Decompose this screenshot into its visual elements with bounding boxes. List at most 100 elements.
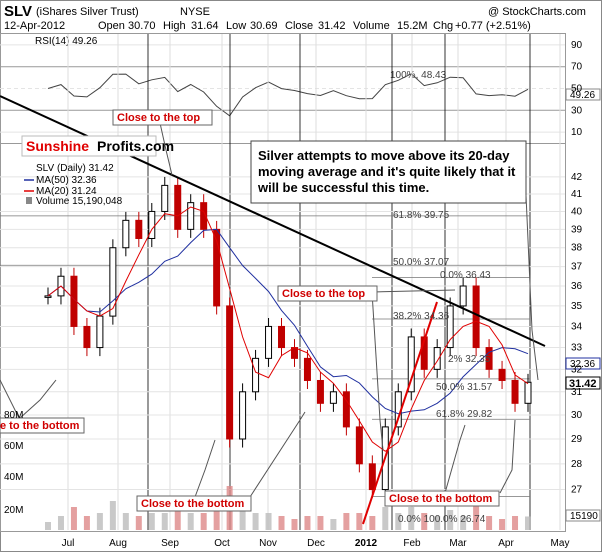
candle-body — [200, 202, 208, 230]
price-tick-label: 34 — [571, 321, 583, 332]
price-tick-label: 30 — [571, 410, 583, 421]
exchange-label: NYSE — [180, 6, 210, 18]
fib-label-382b: 38.2% 34.36 — [393, 311, 450, 322]
rsi-axis: 10 30 50 70 90 — [571, 40, 583, 138]
callout-br-pointer — [444, 424, 466, 494]
candle-body — [485, 347, 493, 370]
price-tick-label: 35 — [571, 301, 583, 312]
volume-bar — [148, 513, 155, 530]
price-tick-label: 42 — [571, 172, 583, 183]
volume-bar — [161, 513, 168, 530]
ma20-line — [47, 206, 529, 452]
volume-label: Volume — [353, 20, 390, 32]
callout-bm-pointer — [194, 439, 216, 498]
price-tick-label: 36 — [571, 281, 583, 292]
legend-slv: SLV (Daily) 31.42 — [36, 163, 114, 174]
callout-bottom-left: e to the bottom — [0, 420, 80, 432]
volume-bar — [343, 513, 350, 530]
volume-bar — [291, 519, 298, 530]
x-tick-label: Feb — [403, 538, 421, 549]
volume-value: 15.2M — [397, 20, 428, 32]
volume-tag-text: 15190 — [570, 511, 598, 522]
candle-body — [252, 357, 260, 393]
volume-bar — [187, 513, 194, 530]
candle-body — [511, 379, 519, 404]
volume-bar — [57, 516, 64, 530]
callout-bl-pointer-b — [0, 379, 21, 421]
callout-top2-box — [277, 285, 378, 302]
candle-body — [135, 219, 143, 239]
candle-body — [44, 295, 52, 298]
ma50-tag — [565, 357, 601, 370]
candle-body — [433, 347, 441, 370]
volume-bar — [395, 513, 402, 530]
callout-br-pointer-b — [499, 419, 516, 494]
volume-bar — [45, 522, 51, 530]
fib-label-100b: 0.0% 100.0% 26.74 — [398, 514, 486, 525]
x-tick-label: Jul — [62, 538, 75, 549]
volume-tick-label: 80M — [4, 410, 23, 421]
volume-bar — [304, 516, 311, 530]
volume-bar — [239, 510, 246, 530]
candle-body — [420, 336, 428, 370]
price-axis: 27 28 29 30 31 32 33 34 35 36 37 38 39 40 41 42 — [571, 172, 583, 496]
legend-ma20: MA(20) 31.24 — [36, 186, 97, 197]
price-tick-label: 29 — [571, 434, 583, 445]
volume-bar — [434, 516, 441, 530]
callout-bm-pointer-b — [249, 411, 306, 498]
candle-body — [329, 391, 337, 404]
volume-bar — [447, 510, 454, 530]
rsi-legend: RSI(14) 49.26 — [35, 36, 98, 47]
brand-profits: Profits.com — [97, 138, 174, 154]
price-tick-label: 38 — [571, 243, 583, 254]
candle-body — [83, 325, 91, 349]
close-value: 31.42 — [318, 20, 346, 32]
volume-tag — [565, 509, 601, 522]
volume-bar — [265, 513, 272, 530]
fib-label-382a: 2% 32.35 — [448, 354, 491, 365]
volume-bar — [499, 519, 506, 530]
copyright: @ StockCharts.com — [488, 6, 586, 18]
close-tag-text: 31.42 — [569, 378, 597, 390]
fib-label-0b: 0.0% 36.43 — [440, 270, 491, 281]
callout-bottom-mid-box — [136, 495, 252, 512]
price-tick-label: 27 — [571, 485, 583, 496]
commentary-line-2: moving average and it's quite likely tha… — [258, 164, 516, 179]
candle-body — [342, 391, 350, 428]
high-value: 31.64 — [191, 20, 219, 32]
x-tick-label: Oct — [214, 538, 230, 549]
candle-body — [278, 325, 286, 349]
rsi-tick-label: 70 — [571, 62, 583, 73]
price-tick-label: 31 — [571, 387, 583, 398]
low-label: Low — [226, 20, 246, 32]
legend-volume: Volume 15,190,048 — [36, 196, 123, 207]
price-tick-label: 37 — [571, 262, 583, 273]
ma50-tag-text: 32.36 — [570, 359, 595, 370]
candle-body — [109, 247, 117, 317]
rsi-tick-label: 30 — [571, 105, 583, 116]
candle-body — [472, 285, 480, 349]
candle-body — [407, 336, 415, 393]
volume-bar — [135, 516, 142, 530]
price-tick-label: 28 — [571, 459, 583, 470]
volume-bar — [317, 516, 324, 530]
vertical-grid — [67, 34, 561, 530]
fib-label-618a: 61.8% 39.75 — [393, 210, 450, 221]
legend-ma50: MA(50) 32.36 — [36, 175, 97, 186]
fib-label-50a: 50.0% 37.07 — [393, 257, 450, 268]
callout-top1-box — [112, 109, 213, 126]
volume-bar — [473, 504, 480, 530]
symbol-title: SLV — [4, 3, 32, 20]
open-value: 30.70 — [128, 20, 156, 32]
candle-body — [174, 184, 182, 230]
candle-body — [161, 184, 169, 212]
volume-bar — [252, 513, 259, 530]
callout-top1: Close to the top — [117, 112, 200, 124]
volume-bar — [330, 519, 337, 530]
price-tick-label: 33 — [571, 343, 583, 354]
volume-bar — [421, 513, 428, 530]
volume-bar — [96, 513, 103, 530]
candle-body — [524, 381, 532, 404]
rsi-tick-label: 50 — [571, 84, 583, 95]
brand-sunshine: Sunshine — [26, 138, 89, 154]
